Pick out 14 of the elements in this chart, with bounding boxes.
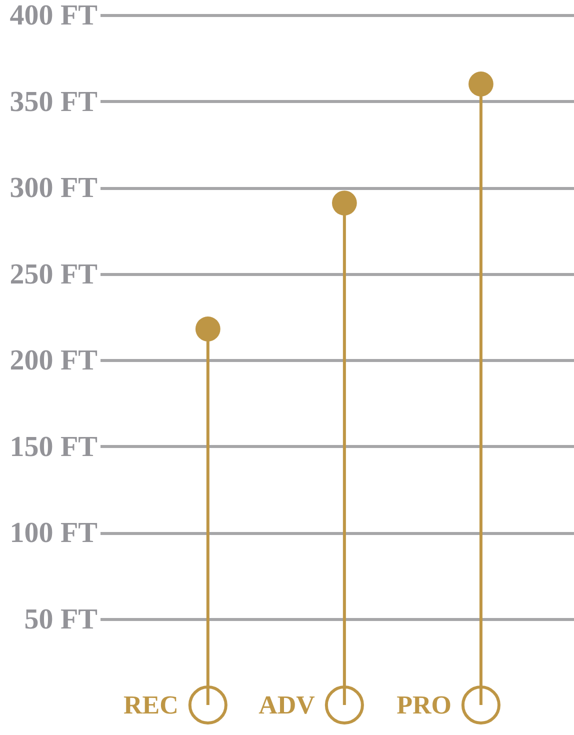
x-tick-label: ADV (258, 690, 316, 720)
y-tick-label: 250 FT (10, 258, 98, 290)
y-tick-label: 100 FT (10, 517, 98, 549)
x-tick-label: REC (124, 690, 178, 720)
point (468, 72, 494, 96)
point (332, 190, 357, 216)
y-tick-label: 400 FT (10, 0, 98, 32)
y-tick-label: 350 FT (10, 86, 98, 118)
y-tick-label: 300 FT (10, 172, 98, 204)
y-tick-label: 200 FT (10, 344, 98, 376)
y-tick-label: 50 FT (24, 603, 98, 636)
point (195, 316, 220, 342)
x-tick-label: PRO (396, 690, 452, 720)
y-tick-label: 150 FT (10, 430, 98, 463)
